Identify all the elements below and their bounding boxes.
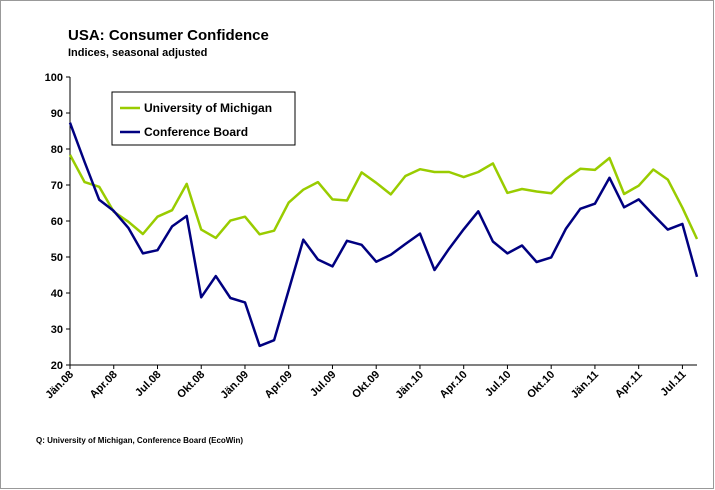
- legend-label: University of Michigan: [144, 101, 272, 115]
- y-tick-label: 30: [51, 324, 63, 336]
- y-tick-label: 90: [51, 108, 63, 120]
- chart-title: USA: Consumer Confidence: [68, 27, 269, 44]
- legend-box: [111, 91, 296, 146]
- y-tick-label: 40: [51, 288, 63, 300]
- chart-subtitle: Indices, seasonal adjusted: [68, 47, 207, 59]
- y-tick-label: 20: [51, 360, 63, 372]
- y-tick-label: 50: [51, 252, 63, 264]
- legend-label: Conference Board: [144, 125, 248, 139]
- y-tick-label: 60: [51, 216, 63, 228]
- line-series: [68, 122, 699, 348]
- source-note: Q: University of Michigan, Conference Bo…: [36, 436, 243, 445]
- y-tick-label: 100: [45, 72, 63, 84]
- y-tick-label: 70: [51, 180, 63, 192]
- y-tick-label: 80: [51, 144, 63, 156]
- line-series: [68, 154, 699, 240]
